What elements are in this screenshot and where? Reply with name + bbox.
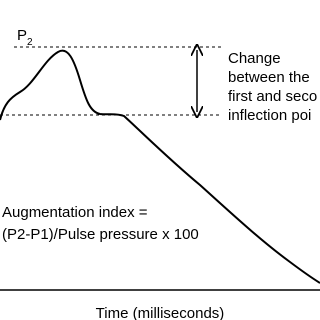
x-axis-label: Time (milliseconds) — [96, 305, 225, 320]
peak-label-main: P — [17, 27, 27, 44]
formula-line: Augmentation index = — [2, 204, 148, 221]
formula-line: (P2-P1)/Pulse pressure x 100 — [2, 226, 199, 243]
pressure-waveform — [0, 49, 320, 284]
change-note-line: first and seco — [228, 88, 317, 105]
peak-label-subscript: 2 — [27, 37, 33, 48]
change-note-line: inflection poi — [228, 107, 311, 124]
change-note-line: between the — [228, 69, 310, 86]
change-note-line: Change — [228, 50, 281, 67]
peak-label: P2 — [17, 27, 33, 48]
